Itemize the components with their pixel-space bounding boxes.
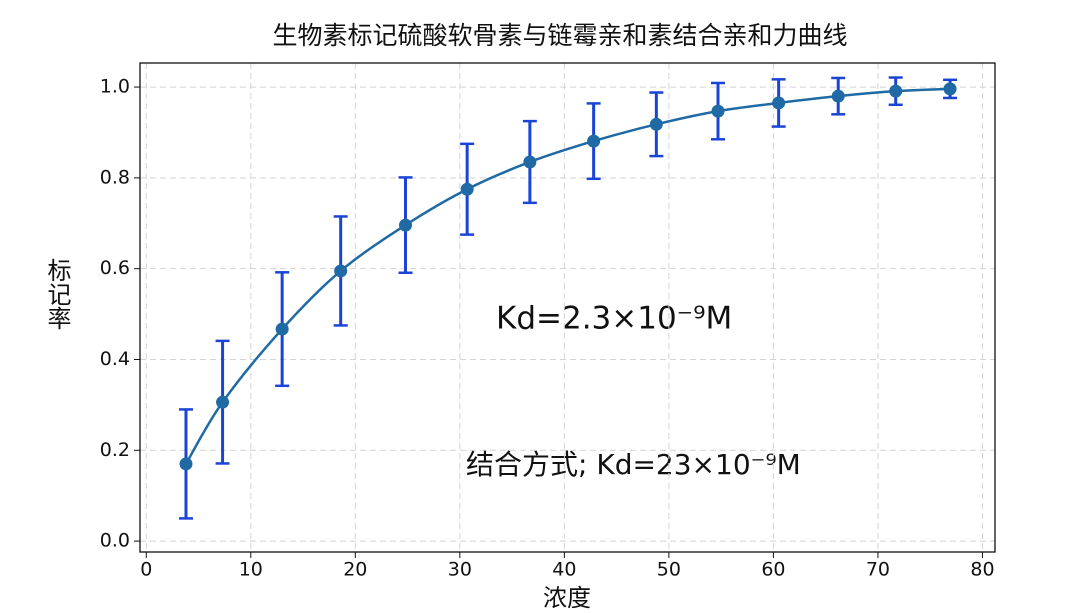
data-point <box>398 218 412 232</box>
data-point <box>334 264 348 278</box>
data-point <box>943 82 957 96</box>
annotation: Kd=2.3×10⁻⁹M <box>496 301 732 337</box>
y-tick-label: 0.2 <box>100 439 130 461</box>
x-tick-label: 50 <box>657 559 681 581</box>
data-point <box>889 84 903 98</box>
x-tick-label: 20 <box>343 559 367 581</box>
x-tick-label: 10 <box>239 559 263 581</box>
data-point <box>216 395 230 409</box>
x-tick-label: 70 <box>866 559 890 581</box>
x-tick-label: 30 <box>448 559 472 581</box>
data-point <box>772 96 786 110</box>
annotation: 结合方式; Kd=23×10⁻⁹M <box>466 448 801 481</box>
data-point <box>587 134 601 148</box>
data-point <box>711 104 725 118</box>
y-tick-label: 0.0 <box>100 530 130 552</box>
data-point <box>831 89 845 103</box>
x-tick-label: 80 <box>970 559 994 581</box>
y-axis-label: 标记率 <box>43 258 71 330</box>
chart-title: 生物素标记硫酸软骨素与链霉亲和素结合亲和力曲线 <box>272 21 847 50</box>
data-point <box>649 117 663 131</box>
data-point <box>523 155 537 169</box>
data-point <box>460 182 474 196</box>
y-tick-label: 1.0 <box>100 76 130 98</box>
x-tick-label: 40 <box>552 559 576 581</box>
y-tick-label: 0.6 <box>100 257 130 279</box>
x-tick-label: 0 <box>140 559 152 581</box>
data-point <box>275 322 289 336</box>
data-point <box>179 457 193 471</box>
fit-curve <box>184 87 951 465</box>
plot-frame <box>139 62 996 553</box>
y-tick-label: 0.8 <box>100 166 130 188</box>
x-tick-label: 60 <box>761 559 785 581</box>
y-tick-label: 0.4 <box>100 348 130 370</box>
x-axis-label: 浓度 <box>543 584 591 612</box>
